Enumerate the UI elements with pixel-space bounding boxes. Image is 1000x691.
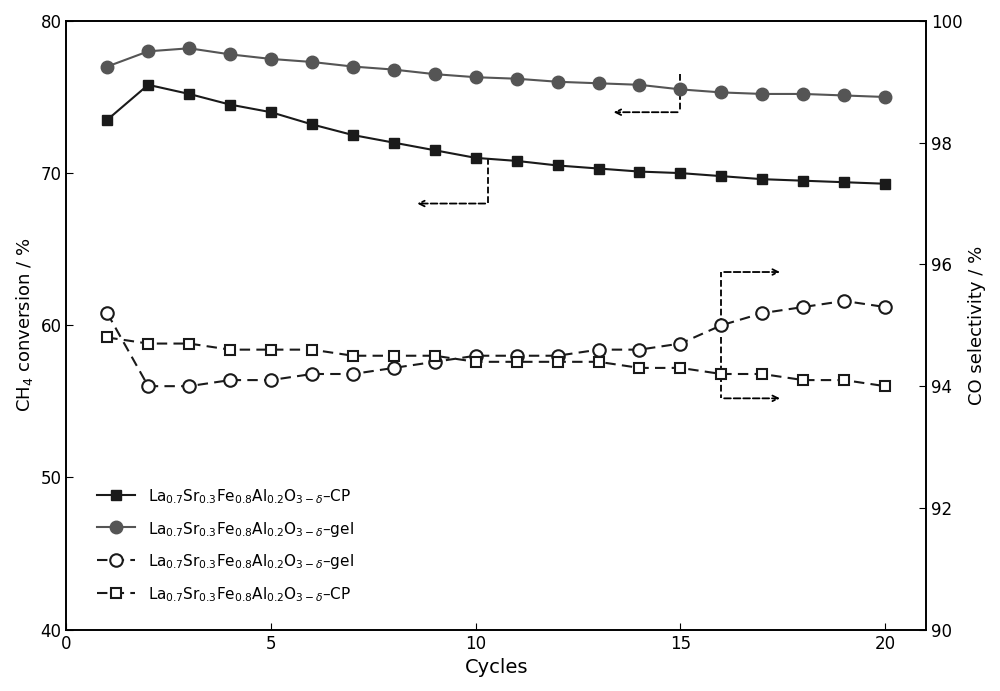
Legend: La$_{0.7}$Sr$_{0.3}$Fe$_{0.8}$Al$_{0.2}$O$_{3-\delta}$–CP, La$_{0.7}$Sr$_{0.3}$F: La$_{0.7}$Sr$_{0.3}$Fe$_{0.8}$Al$_{0.2}$… <box>91 481 360 610</box>
Y-axis label: CH$_4$ conversion / %: CH$_4$ conversion / % <box>14 238 35 413</box>
Y-axis label: CO selectivity / %: CO selectivity / % <box>968 246 986 405</box>
X-axis label: Cycles: Cycles <box>464 658 528 677</box>
